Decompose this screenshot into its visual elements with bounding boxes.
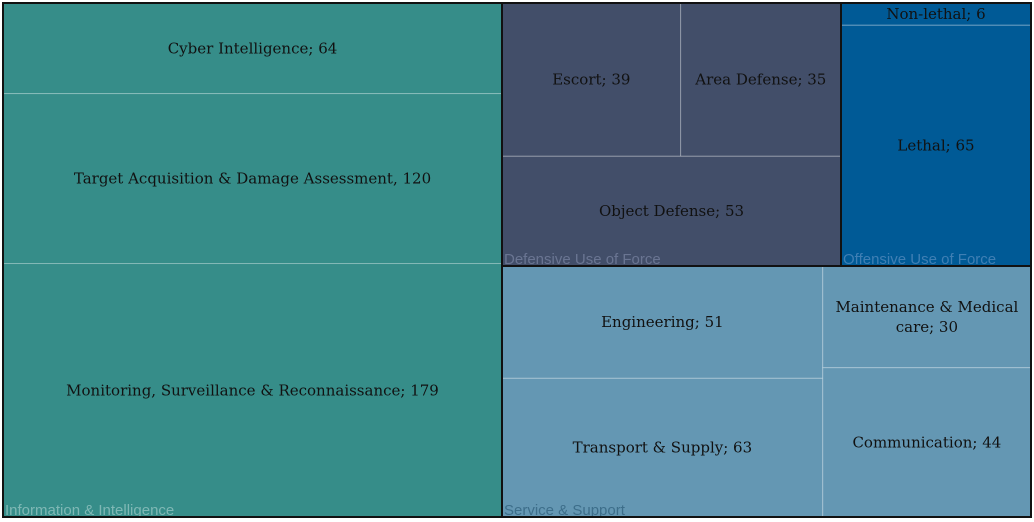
tile-label-monitoring-surveillance-and-reconnaissance: Monitoring, Surveillance & Reconnaissanc…	[66, 381, 439, 399]
tile-label-object-defense: Object Defense; 53	[599, 202, 744, 220]
tile-label-escort: Escort; 39	[552, 71, 630, 89]
group-service-and-support	[501, 265, 1032, 518]
tile-escort[interactable]	[501, 2, 682, 157]
tile-engineering[interactable]	[501, 265, 824, 379]
tile-label-communication: Communication; 44	[852, 433, 1001, 451]
tile-label-area-defense: Area Defense; 35	[694, 71, 826, 89]
group-label-offensive-use-of-force: Offensive Use of Force	[843, 251, 996, 268]
group-label-defensive-use-of-force: Defensive Use of Force	[504, 251, 661, 268]
group-label-information-and-intelligence: Information & Intelligence	[5, 502, 174, 519]
tile-transport-and-supply[interactable]	[501, 377, 824, 518]
tile-monitoring-surveillance-and-reconnaissance[interactable]	[2, 263, 503, 518]
group-offensive-use-of-force	[840, 2, 1032, 267]
tile-communication[interactable]	[822, 367, 1032, 518]
tile-object-defense[interactable]	[501, 155, 842, 267]
group-information-and-intelligence	[2, 2, 503, 518]
tile-label-engineering: Engineering; 51	[601, 313, 724, 331]
tile-label-non-lethal: Non-lethal; 6	[886, 5, 985, 23]
group-defensive-use-of-force	[501, 2, 842, 267]
tile-label-maintenance-and-medical-care: Maintenance & Medical care; 30	[835, 298, 1018, 336]
tile-label-lethal: Lethal; 65	[897, 137, 974, 155]
tile-lethal[interactable]	[840, 24, 1032, 267]
tile-label-target-acquisition-and-damage-assessment: Target Acquisition & Damage Assessment, …	[74, 170, 431, 188]
tile-label-cyber-intelligence: Cyber Intelligence; 64	[168, 39, 338, 57]
tile-target-acquisition-and-damage-assessment[interactable]	[2, 93, 503, 265]
tile-maintenance-and-medical-care[interactable]	[822, 265, 1032, 369]
tile-cyber-intelligence[interactable]	[2, 2, 503, 95]
group-label-service-and-support: Service & Support	[504, 502, 626, 519]
tile-label-transport-and-supply: Transport & Supply; 63	[573, 439, 753, 457]
